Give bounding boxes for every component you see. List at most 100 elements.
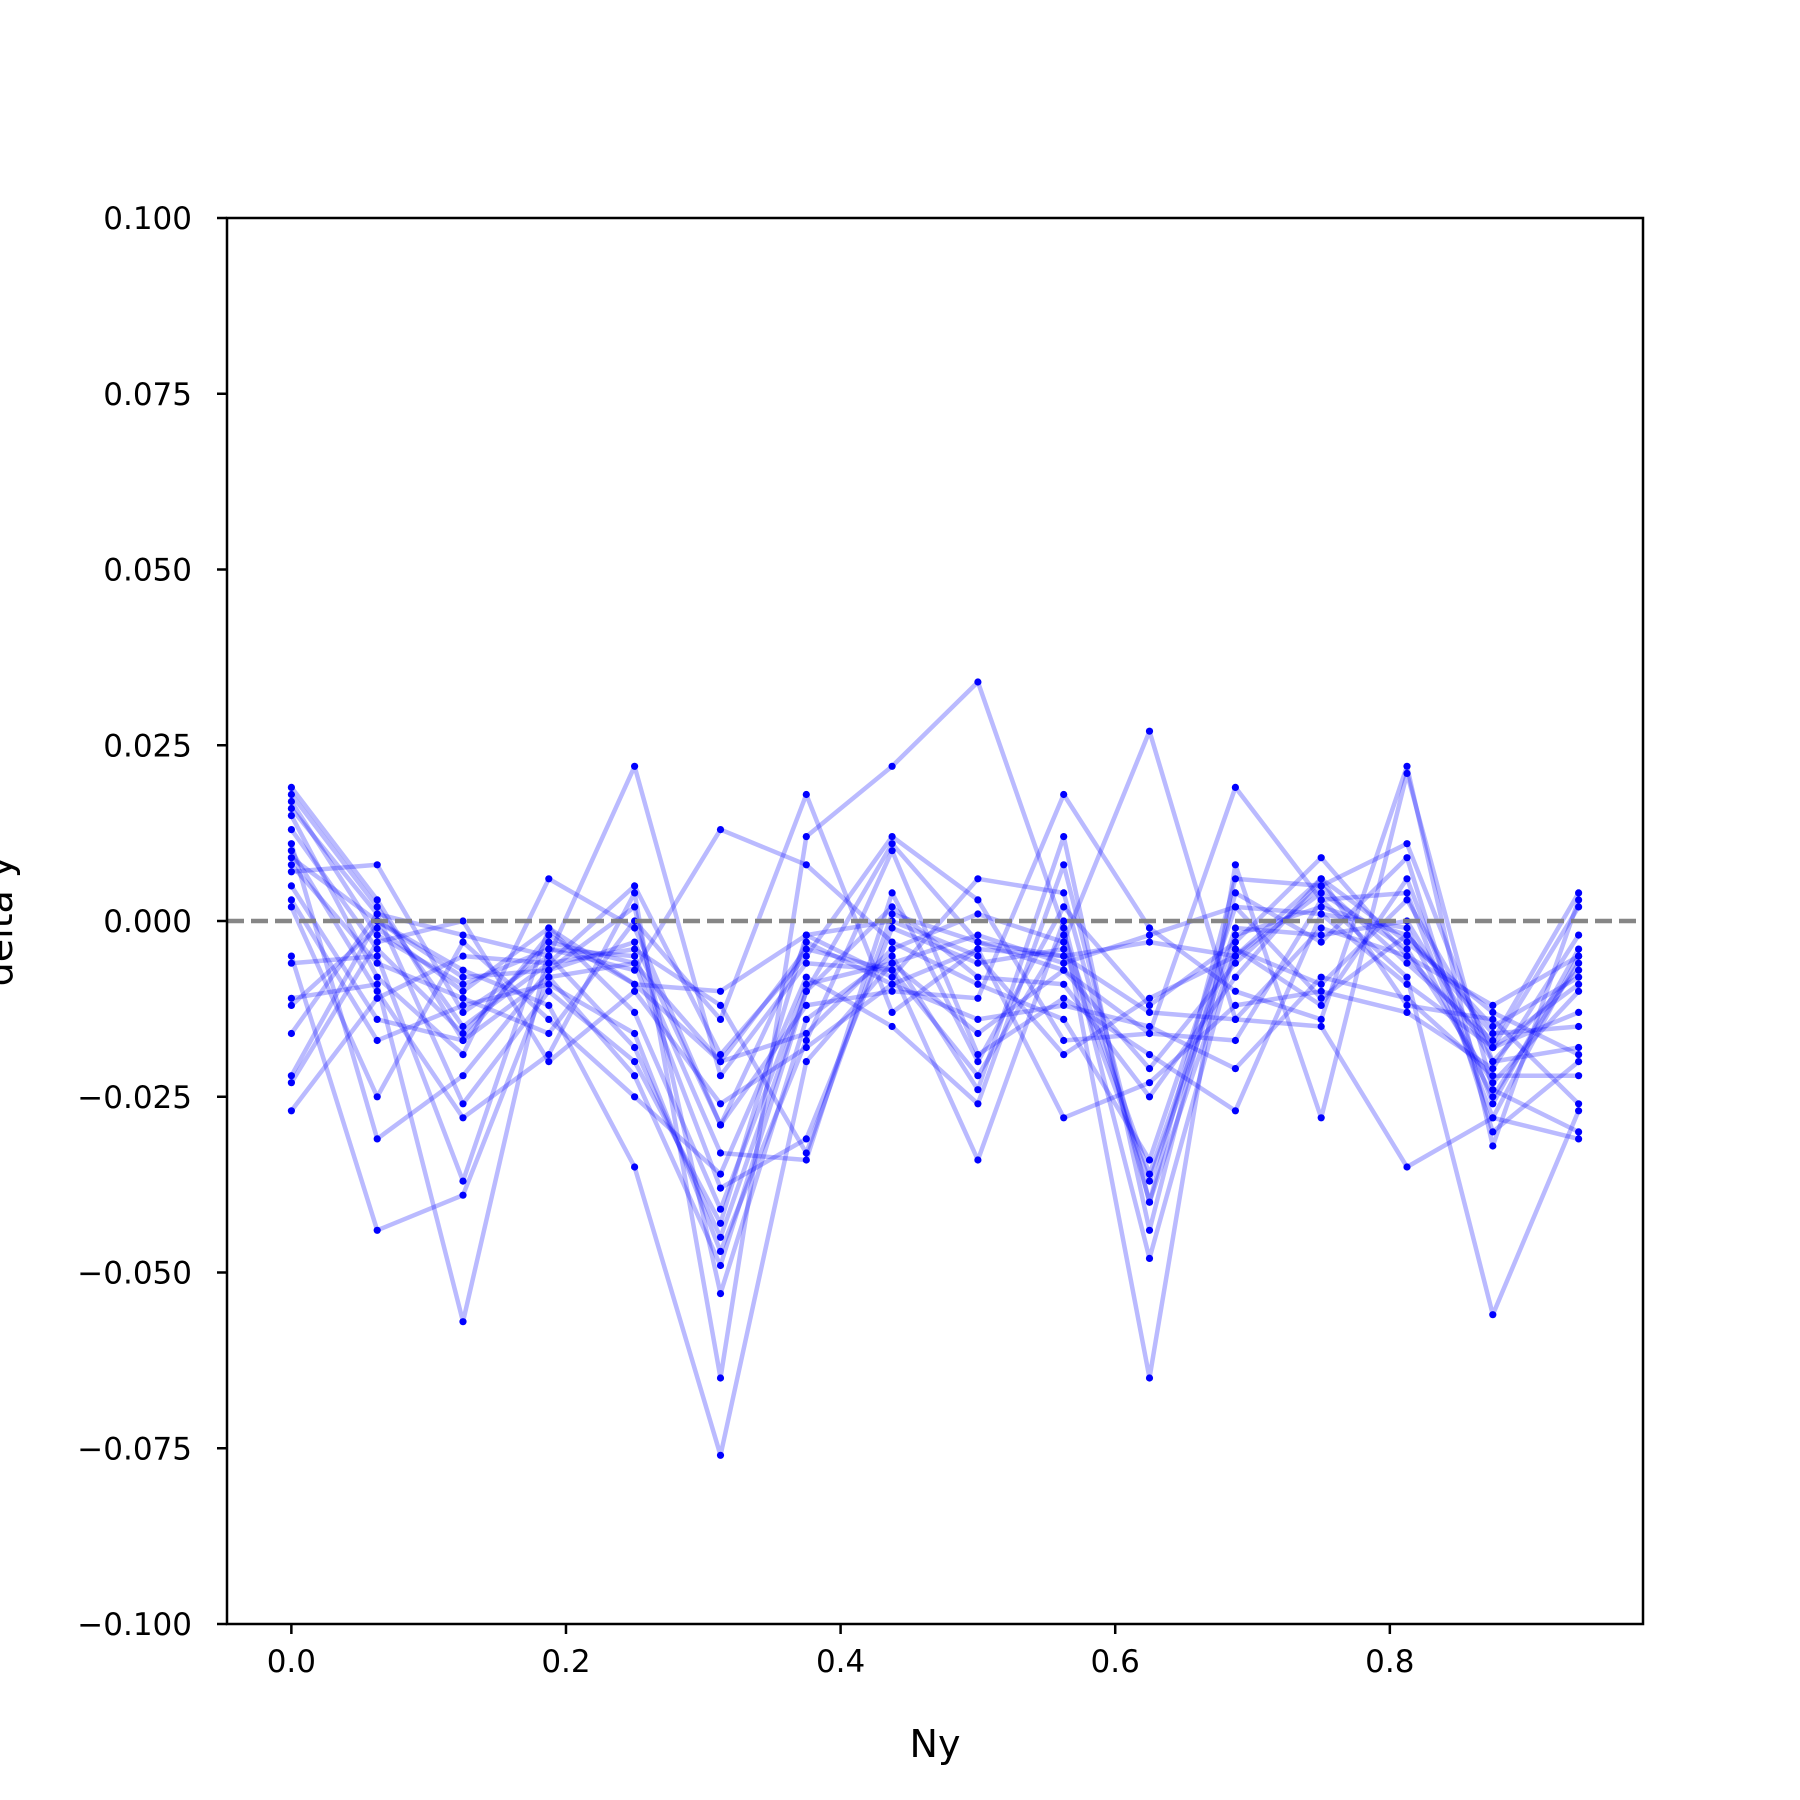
- data-point-21-1: [373, 924, 381, 932]
- data-point-4-8: [974, 994, 982, 1002]
- series-line-18: [289, 918, 1579, 1107]
- data-point-6-6: [802, 1015, 810, 1024]
- data-point-6-5: [716, 1290, 725, 1298]
- series-line-13: [289, 862, 1581, 1205]
- data-point-20-6: [802, 938, 810, 946]
- data-point-15-10: [1145, 994, 1154, 1002]
- data-point-18-8: [974, 1015, 982, 1024]
- data-point-6-2: [459, 1072, 467, 1080]
- data-point-16-15: [1575, 1022, 1583, 1031]
- data-point-13-4: [631, 1093, 639, 1101]
- data-point-3-9: [1060, 889, 1068, 897]
- data-point-3-0: [287, 804, 295, 813]
- data-point-1-11: [1231, 783, 1239, 792]
- data-point-8-5: [716, 1451, 725, 1459]
- y-tick-label-3: 0.025: [103, 728, 192, 764]
- data-point-17-4: [631, 762, 639, 770]
- data-point-3-13: [1403, 840, 1411, 848]
- data-point-4-12: [1317, 1015, 1325, 1024]
- data-point-19-9: [1060, 966, 1068, 974]
- data-point-13-0: [287, 903, 295, 911]
- series-line-9: [289, 792, 1581, 1121]
- data-point-10-9: [1060, 980, 1068, 988]
- data-point-3-15: [1575, 1043, 1583, 1052]
- data-point-14-0: [287, 952, 295, 960]
- data-point-4-4: [631, 924, 639, 932]
- data-point-14-14: [1489, 1114, 1497, 1122]
- data-point-4-15: [1575, 896, 1583, 904]
- data-point-15-0: [287, 959, 295, 967]
- series-line-17: [289, 764, 1581, 1177]
- data-point-0-12: [1317, 889, 1325, 897]
- y-tick-label-5: −0.025: [77, 1080, 192, 1116]
- data-point-20-11: [1231, 1015, 1239, 1024]
- data-point-20-5: [716, 1121, 725, 1129]
- series-line-7: [289, 679, 1580, 1381]
- data-point-19-4: [631, 945, 639, 953]
- data-point-17-12: [1317, 931, 1325, 939]
- data-point-9-0: [287, 861, 295, 869]
- data-point-14-4: [631, 959, 639, 967]
- data-point-20-14: [1489, 1001, 1497, 1010]
- data-point-16-7: [888, 938, 896, 946]
- data-point-15-15: [1575, 1051, 1583, 1059]
- data-point-6-13: [1403, 854, 1411, 862]
- data-point-10-8: [974, 973, 982, 981]
- data-point-7-14: [1489, 1086, 1497, 1094]
- data-point-12-14: [1489, 1093, 1497, 1101]
- data-point-17-6: [802, 959, 810, 967]
- data-point-3-8: [974, 875, 982, 883]
- x-axis-label: Ny: [910, 1722, 961, 1766]
- data-point-5-9: [1060, 945, 1068, 953]
- data-point-4-14: [1489, 1142, 1497, 1150]
- data-point-6-1: [373, 1135, 381, 1143]
- data-point-19-11: [1231, 1036, 1239, 1045]
- data-point-18-5: [716, 1100, 725, 1108]
- data-point-10-1: [373, 861, 381, 869]
- y-axis-label: delta y: [0, 856, 21, 987]
- data-point-17-9: [1060, 931, 1068, 939]
- data-point-7-2: [459, 1114, 467, 1122]
- series-line-20: [289, 918, 1580, 1128]
- data-point-21-8: [974, 931, 982, 939]
- data-point-15-6: [802, 931, 810, 939]
- data-point-20-12: [1317, 924, 1325, 932]
- data-point-7-12: [1317, 1114, 1325, 1122]
- data-point-15-4: [631, 980, 639, 988]
- data-point-16-6: [802, 861, 810, 869]
- data-point-18-12: [1317, 973, 1325, 981]
- data-point-12-1: [373, 1036, 381, 1045]
- data-point-7-6: [802, 833, 810, 841]
- data-point-9-10: [1145, 1079, 1154, 1087]
- y-tick-label-2: 0.050: [103, 553, 192, 589]
- data-point-10-4: [631, 1043, 639, 1052]
- data-point-20-13: [1403, 952, 1411, 960]
- data-point-0-0: [287, 783, 295, 792]
- data-point-13-5: [716, 1170, 725, 1178]
- series-layer: [289, 679, 1581, 1458]
- data-point-12-4: [631, 1029, 639, 1038]
- data-point-11-9: [1060, 917, 1068, 925]
- data-point-17-15: [1575, 966, 1583, 974]
- data-point-10-0: [287, 868, 295, 876]
- data-point-7-11: [1231, 861, 1239, 869]
- data-point-4-6: [802, 1001, 810, 1010]
- data-point-8-4: [631, 1163, 639, 1171]
- data-point-20-0: [287, 1072, 295, 1080]
- data-point-15-5: [716, 987, 725, 995]
- series-line-8: [290, 855, 1581, 1458]
- data-point-4-9: [1060, 790, 1068, 799]
- data-point-17-7: [888, 966, 896, 974]
- data-point-15-14: [1489, 1008, 1497, 1017]
- x-tick-label-2: 0.4: [816, 1644, 865, 1680]
- data-point-17-5: [716, 1072, 725, 1080]
- series-line-6: [289, 834, 1581, 1296]
- data-point-5-14: [1489, 1022, 1497, 1031]
- data-point-14-9: [1060, 938, 1068, 946]
- data-point-2-11: [1231, 938, 1239, 946]
- data-point-21-10: [1145, 931, 1154, 939]
- data-point-18-10: [1145, 1022, 1154, 1031]
- data-point-16-4: [631, 966, 639, 974]
- data-point-9-1: [373, 959, 381, 967]
